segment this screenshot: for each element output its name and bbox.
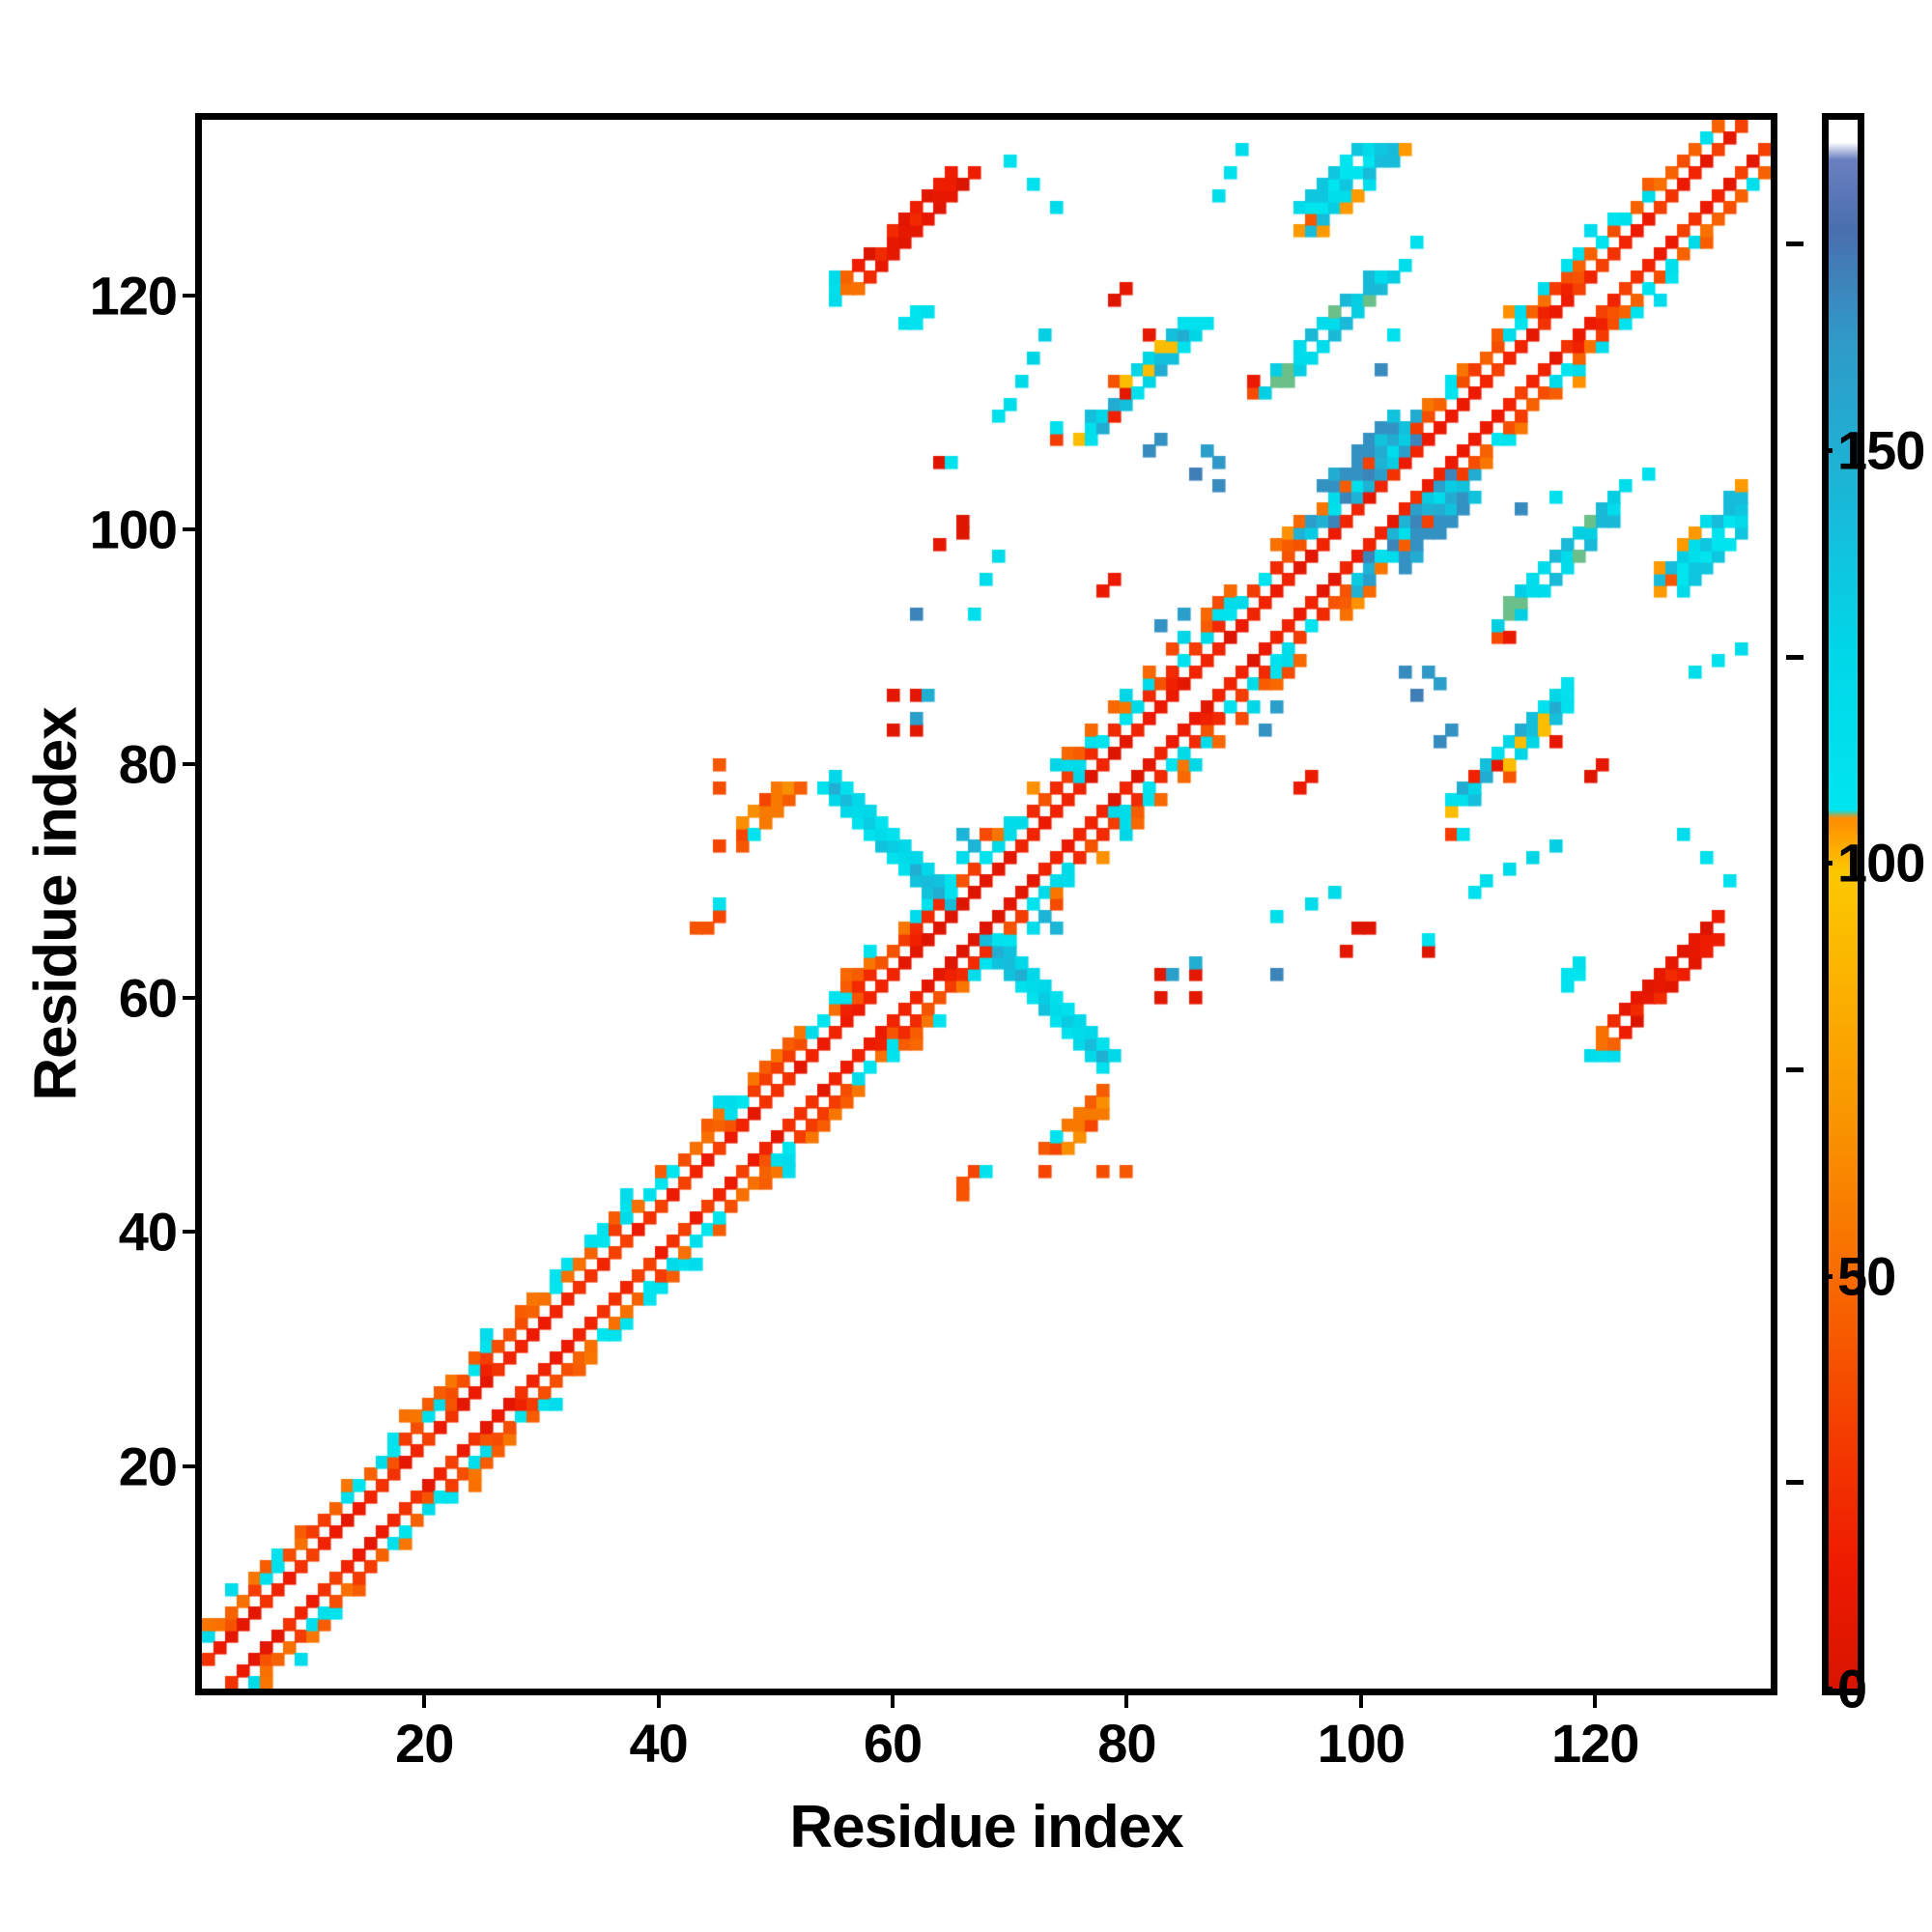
- colorbar: [1822, 113, 1864, 1695]
- y-tick-label-80: 80: [118, 733, 178, 795]
- contact-map-panel: [195, 113, 1777, 1695]
- colorbar-label-0: 0: [1837, 1658, 1867, 1719]
- colorbar-minor-tick-175: [1786, 242, 1804, 247]
- y-axis-title: Residue index: [22, 707, 90, 1101]
- y-tick-120: [183, 293, 195, 298]
- y-tick-label-60: 60: [118, 967, 178, 1029]
- x-tick-label-40: 40: [629, 1713, 689, 1774]
- x-axis-title: Residue index: [789, 1794, 1183, 1861]
- x-tick-label-120: 120: [1550, 1713, 1639, 1774]
- colorbar-label-50: 50: [1837, 1245, 1896, 1307]
- y-tick-label-120: 120: [89, 265, 178, 327]
- y-tick-label-20: 20: [118, 1435, 178, 1497]
- x-tick-60: [891, 1695, 895, 1708]
- contact-map-heatmap: [202, 120, 1771, 1689]
- colorbar-gradient: [1829, 120, 1858, 1689]
- colorbar-label-100: 100: [1837, 832, 1925, 894]
- y-tick-80: [183, 761, 195, 766]
- x-tick-40: [656, 1695, 661, 1708]
- y-tick-label-40: 40: [118, 1201, 178, 1263]
- colorbar-label-150: 150: [1837, 419, 1925, 481]
- colorbar-minor-tick-25: [1786, 1480, 1804, 1486]
- colorbar-tick-0: [1822, 1687, 1833, 1691]
- y-tick-40: [183, 1230, 195, 1235]
- x-tick-label-80: 80: [1097, 1713, 1156, 1774]
- colorbar-tick-50: [1822, 1273, 1833, 1279]
- x-tick-label-100: 100: [1317, 1713, 1406, 1774]
- x-tick-100: [1358, 1695, 1363, 1708]
- y-tick-label-100: 100: [89, 498, 178, 560]
- colorbar-minor-tick-75: [1786, 1066, 1804, 1072]
- x-tick-20: [422, 1695, 427, 1708]
- colorbar-tick-150: [1822, 447, 1833, 453]
- y-tick-60: [183, 995, 195, 1000]
- y-tick-100: [183, 527, 195, 532]
- y-tick-20: [183, 1463, 195, 1468]
- colorbar-tick-100: [1822, 861, 1833, 867]
- colorbar-minor-tick-125: [1786, 654, 1804, 660]
- x-tick-120: [1593, 1695, 1598, 1708]
- x-tick-80: [1124, 1695, 1129, 1708]
- x-tick-label-60: 60: [863, 1713, 923, 1774]
- x-tick-label-20: 20: [395, 1713, 454, 1774]
